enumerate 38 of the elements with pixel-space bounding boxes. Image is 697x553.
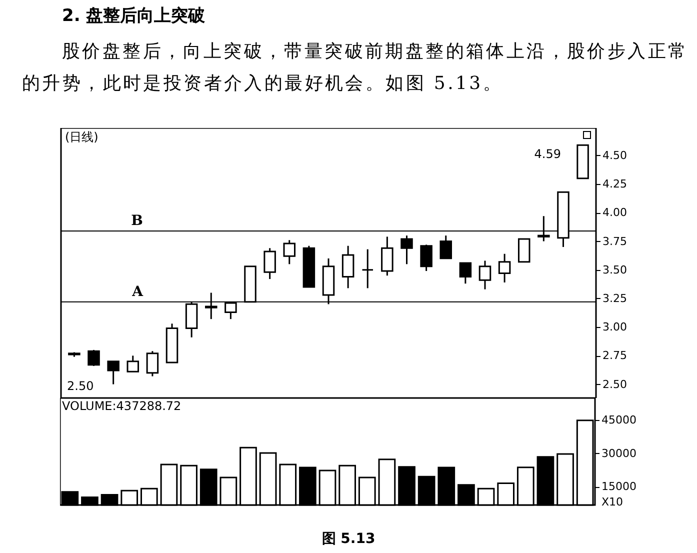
- candlestick: [283, 239, 296, 265]
- y-tick-label: 45000: [602, 414, 636, 427]
- candlestick: [107, 360, 120, 386]
- annotation: (日线): [65, 130, 98, 144]
- candlestick: [440, 234, 452, 260]
- candlestick: [342, 245, 354, 289]
- ref-line-label: B: [131, 212, 144, 229]
- y-tick-label: 4.50: [602, 148, 627, 162]
- y-tick-label: 3.00: [602, 320, 627, 334]
- candlestick: [420, 244, 432, 272]
- chart-subtitle: 股价盘整后，向上突破，带量突破前期盘整的箱体上沿，股价步入正常的升势，此时是投资者介入的最好机会。如图 5.13。: [22, 40, 690, 96]
- caption: 图 5.13: [320, 530, 376, 548]
- candlestick: [518, 238, 530, 263]
- candlestick: [88, 349, 100, 367]
- ref-line-label: A: [131, 284, 144, 300]
- candlestick: [146, 350, 159, 378]
- annotation: 2.50: [67, 379, 94, 393]
- chart-title: VOLUME:437288.72: [62, 399, 182, 413]
- y-tick-label: 3.75: [602, 234, 627, 248]
- y-tick-label: 30000: [602, 446, 636, 460]
- chart-title: 2. 盘整后向上突破: [62, 5, 206, 27]
- candlestick: [126, 354, 140, 372]
- y-tick-label: 4.00: [602, 206, 627, 220]
- y-tick-label: 3.25: [602, 292, 627, 305]
- y-tick-label: 2.75: [602, 349, 627, 362]
- candlestick: [498, 253, 511, 284]
- y-tick-label: 2.50: [602, 378, 627, 391]
- candlestick: [264, 247, 276, 280]
- candlestick: [361, 248, 374, 289]
- annotation: 4.59: [534, 147, 561, 161]
- y-tick-label: 3.50: [602, 263, 627, 276]
- y-axis-title: X10: [602, 496, 624, 508]
- y-tick-label: 4.25: [602, 178, 627, 191]
- candlestick: [478, 260, 492, 290]
- y-tick-label: 15000: [602, 480, 636, 494]
- candlestick: [400, 234, 413, 265]
- candlestick: [459, 262, 472, 284]
- candlestick: [381, 236, 394, 276]
